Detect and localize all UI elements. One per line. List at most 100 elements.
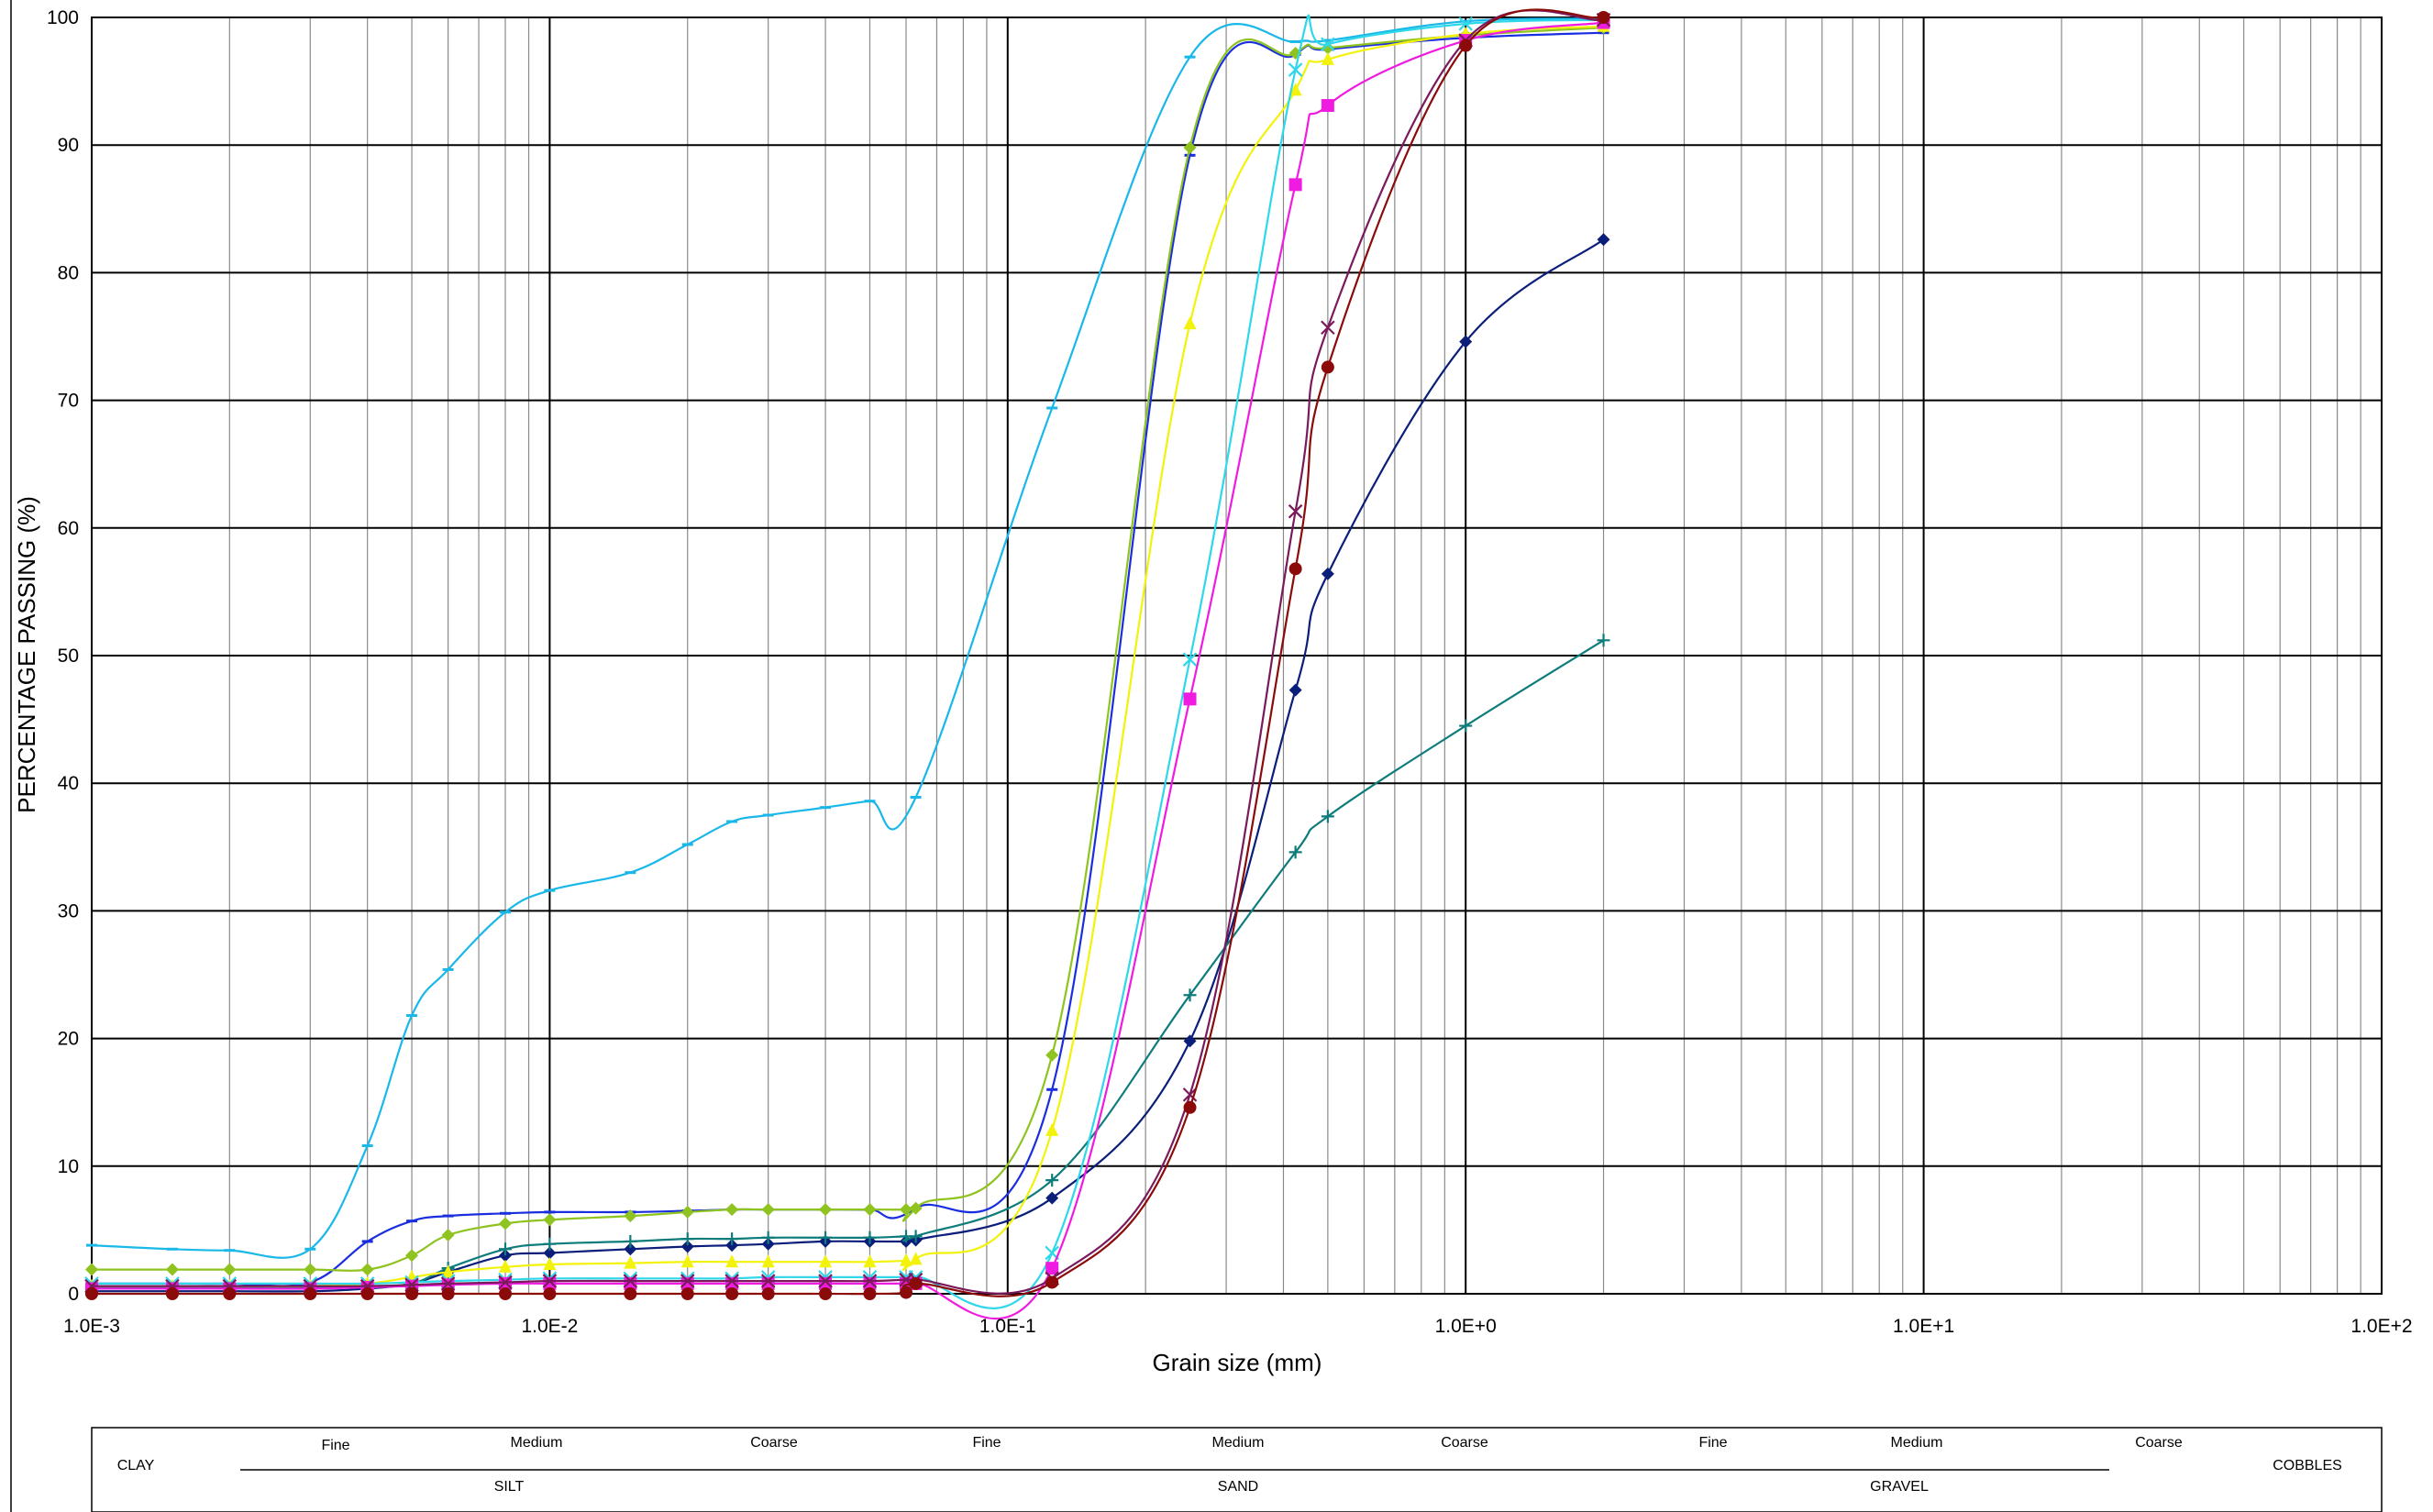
y-tick-label: 100 <box>47 7 79 28</box>
triangle-marker <box>624 1255 637 1269</box>
silt-fine-label: Fine <box>321 1438 349 1453</box>
circle-marker <box>1321 360 1334 374</box>
square-marker <box>1045 1262 1059 1275</box>
silt-medium-label: Medium <box>511 1435 563 1451</box>
triangle-marker <box>725 1254 739 1268</box>
triangle-marker <box>1183 316 1197 330</box>
x-marker <box>1321 320 1335 336</box>
y-tick-label: 70 <box>58 391 79 412</box>
gravel-fine-label: Fine <box>1698 1435 1727 1451</box>
circle-marker <box>441 1287 455 1300</box>
diamond-marker <box>441 1228 455 1242</box>
y-tick-label: 0 <box>68 1284 79 1305</box>
diamond-marker <box>1459 335 1473 348</box>
x-tick-label: 1.0E-2 <box>521 1316 578 1337</box>
circle-marker <box>223 1287 237 1300</box>
x-marker <box>542 1274 558 1288</box>
circle-marker <box>725 1287 739 1300</box>
x-tick-label: 1.0E-3 <box>63 1316 120 1337</box>
plus-marker <box>1597 634 1610 647</box>
series-line <box>92 9 1604 1295</box>
diamond-marker <box>863 1203 877 1217</box>
series-line <box>92 25 1604 1287</box>
y-tick-label: 10 <box>58 1156 79 1177</box>
x-marker <box>1182 1087 1198 1102</box>
diamond-marker <box>1597 233 1610 247</box>
circle-marker <box>543 1287 557 1300</box>
diamond-marker <box>1321 567 1334 580</box>
circle-marker <box>165 1287 179 1300</box>
diamond-marker <box>360 1263 374 1276</box>
x-marker <box>862 1274 878 1288</box>
diamond-marker <box>761 1203 775 1217</box>
plus-marker <box>761 1231 775 1244</box>
circle-marker <box>819 1287 833 1300</box>
x-axis-label: Grain size (mm) <box>1153 1349 1322 1376</box>
classification-frame <box>91 1427 2383 1512</box>
y-tick-label: 40 <box>58 773 79 794</box>
diamond-marker <box>1183 1034 1197 1048</box>
circle-marker <box>624 1287 637 1300</box>
diamond-marker <box>909 1201 923 1215</box>
series-group <box>84 8 1611 1320</box>
circle-marker <box>1183 1100 1197 1114</box>
diamond-marker <box>223 1263 237 1276</box>
diamond-marker <box>1288 683 1302 697</box>
x-marker <box>1321 37 1335 52</box>
sand-medium-label: Medium <box>1212 1435 1265 1451</box>
circle-marker <box>900 1286 913 1299</box>
x-marker <box>1288 503 1303 519</box>
plus-marker <box>1288 845 1302 859</box>
series-line <box>91 8 1604 1297</box>
silt-coarse-label: Coarse <box>750 1435 798 1451</box>
plus-marker <box>1045 1174 1059 1187</box>
x-marker <box>1182 652 1198 667</box>
plus-marker <box>1183 988 1197 1002</box>
sand-fine-label: Fine <box>972 1435 1001 1451</box>
triangle-marker <box>761 1254 775 1268</box>
gravel-label: GRAVEL <box>1870 1479 1929 1495</box>
series-3 <box>85 21 1610 1276</box>
circle-marker <box>1459 39 1473 52</box>
series-6 <box>85 18 1610 1292</box>
circle-marker <box>909 1276 923 1290</box>
square-marker <box>1288 178 1302 192</box>
circle-marker <box>499 1287 513 1300</box>
x-marker <box>498 1275 513 1290</box>
gravel-coarse-label: Coarse <box>2135 1435 2183 1451</box>
plus-marker <box>499 1242 513 1256</box>
diamond-marker <box>405 1249 419 1263</box>
circle-marker <box>360 1287 374 1300</box>
x-marker <box>680 1274 695 1288</box>
x-tick-label: 1.0E+2 <box>2350 1316 2412 1337</box>
diamond-marker <box>1183 140 1197 154</box>
triangle-marker <box>543 1256 557 1270</box>
triangle-marker <box>680 1254 694 1268</box>
triangle-marker <box>909 1252 923 1265</box>
triangle-marker <box>499 1259 513 1273</box>
gravel-medium-label: Medium <box>1891 1435 1943 1451</box>
triangle-marker <box>819 1254 833 1268</box>
circle-marker <box>1597 11 1610 24</box>
triangle-marker <box>441 1264 455 1278</box>
circle-marker <box>1045 1275 1059 1289</box>
triangle-marker <box>863 1254 877 1268</box>
y-tick-label: 60 <box>58 518 79 539</box>
triangle-marker <box>1288 83 1302 96</box>
x-marker <box>1458 17 1473 31</box>
triangle-marker <box>1045 1122 1059 1136</box>
circle-marker <box>863 1287 877 1300</box>
circle-marker <box>85 1287 98 1300</box>
plus-marker <box>863 1231 877 1244</box>
y-tick-label: 80 <box>58 262 79 283</box>
diamond-marker <box>624 1209 637 1223</box>
square-marker <box>1321 99 1334 113</box>
plot-frame <box>91 17 2383 1295</box>
square-marker <box>1183 692 1197 706</box>
x-tick-label: 1.0E+0 <box>1435 1316 1497 1337</box>
silt-label: SILT <box>494 1479 525 1495</box>
y-tick-label: 30 <box>58 900 79 922</box>
plus-marker <box>1321 810 1334 823</box>
diamond-marker <box>1045 1048 1059 1062</box>
circle-marker <box>304 1287 317 1300</box>
